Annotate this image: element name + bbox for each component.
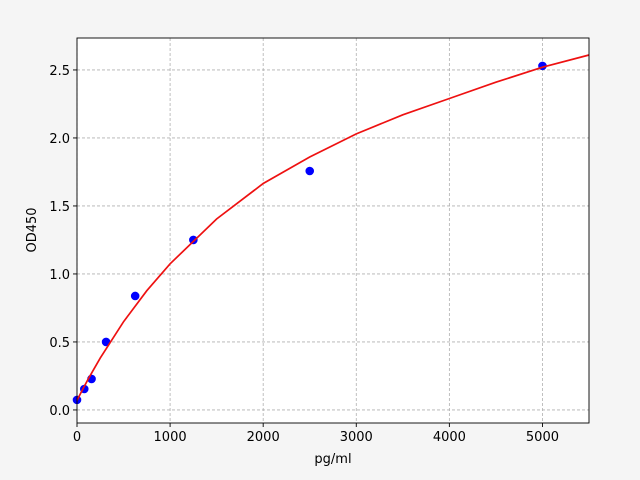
x-tick-label: 5000 bbox=[526, 430, 559, 445]
plot-area bbox=[77, 38, 589, 423]
x-axis-label: pg/ml bbox=[314, 452, 351, 467]
data-point bbox=[130, 291, 140, 301]
x-tick-label: 1000 bbox=[154, 430, 187, 445]
y-tick-label: 1.0 bbox=[49, 268, 70, 283]
y-tick-label: 1.5 bbox=[49, 200, 70, 215]
x-tick-label: 2000 bbox=[247, 430, 280, 445]
marks bbox=[72, 54, 590, 405]
axes-frame bbox=[76, 37, 590, 424]
ticks: 0 1000 2000 3000 4000 5000 0.0 0.5 1.0 1.5 2.0 2.5 bbox=[49, 64, 559, 445]
y-tick-label: 2.0 bbox=[49, 132, 70, 147]
data-point bbox=[305, 166, 315, 176]
y-tick-label: 0.5 bbox=[49, 336, 70, 351]
x-tick-label: 3000 bbox=[340, 430, 373, 445]
y-tick-label: 0.0 bbox=[49, 404, 70, 419]
y-tick-label: 2.5 bbox=[49, 64, 70, 79]
data-point bbox=[189, 235, 198, 245]
y-axis-label: OD450 bbox=[25, 207, 40, 252]
x-tick-label: 4000 bbox=[433, 430, 466, 445]
x-tick-label: 0 bbox=[73, 430, 81, 445]
fit-curve bbox=[76, 54, 590, 401]
